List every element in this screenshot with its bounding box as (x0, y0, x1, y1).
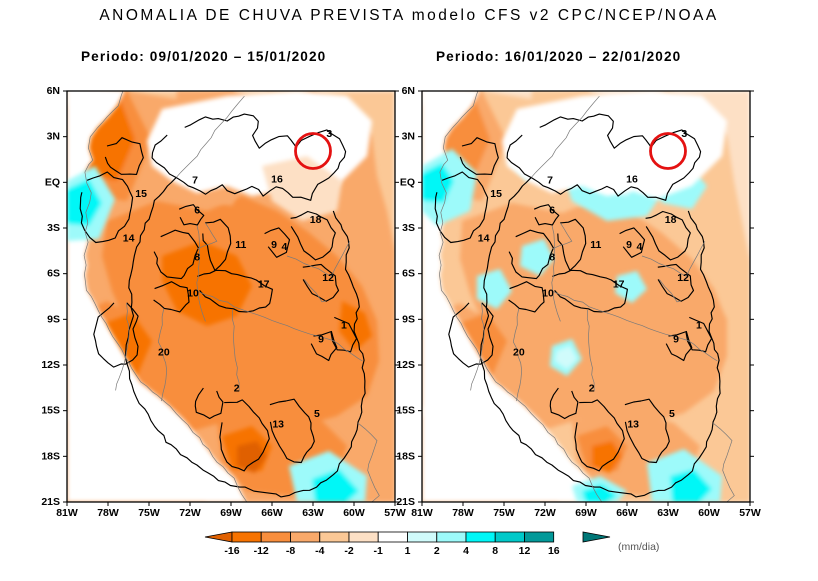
svg-text:-4: -4 (315, 545, 324, 557)
svg-text:-1: -1 (374, 545, 383, 557)
svg-text:(mm/dia): (mm/dia) (618, 541, 659, 553)
svg-text:16: 16 (548, 545, 560, 557)
svg-text:-16: -16 (224, 545, 239, 557)
svg-text:4: 4 (463, 545, 469, 557)
svg-text:8: 8 (492, 545, 498, 557)
svg-text:12: 12 (519, 545, 531, 557)
svg-text:-2: -2 (344, 545, 353, 557)
svg-text:-12: -12 (254, 545, 269, 557)
svg-text:-8: -8 (286, 545, 295, 557)
svg-text:1: 1 (405, 545, 411, 557)
svg-text:2: 2 (434, 545, 440, 557)
